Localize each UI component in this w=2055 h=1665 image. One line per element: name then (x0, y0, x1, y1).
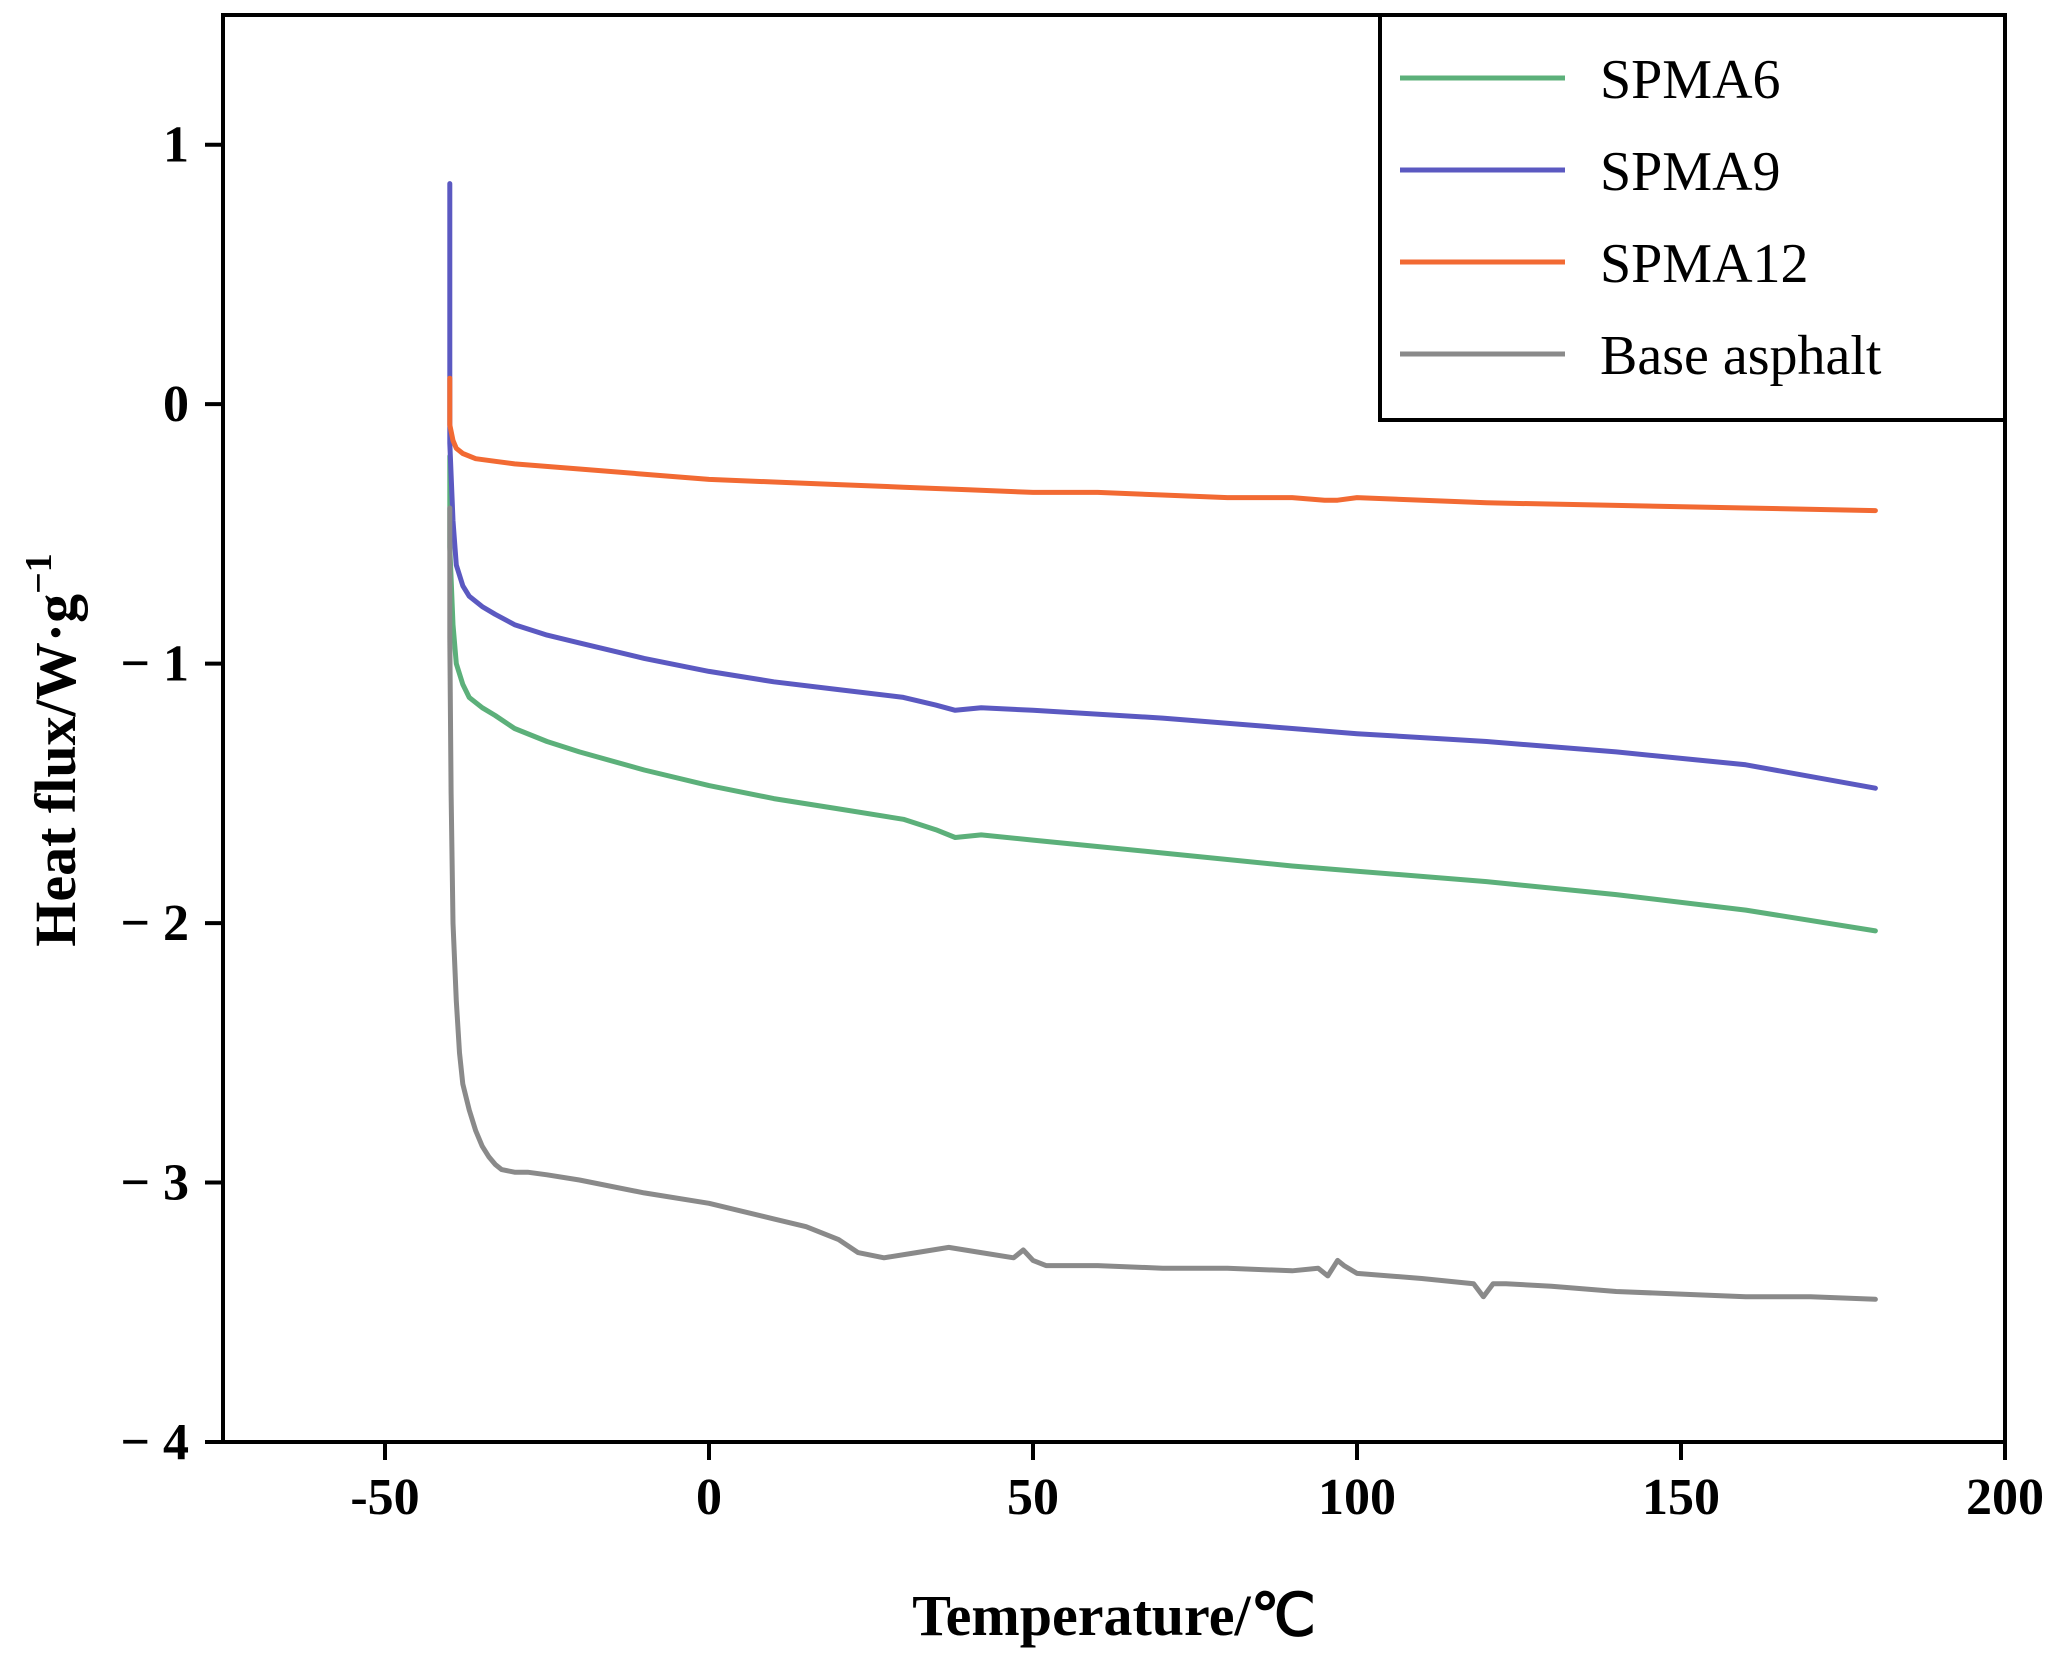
x-tick-label: 50 (1007, 1469, 1059, 1526)
series-layer (447, 181, 1878, 1302)
series-line-spma9 (447, 181, 1878, 791)
plot-frame (221, 13, 2007, 1444)
x-axis-title: Temperature/℃ (912, 1583, 1315, 1648)
legend: SPMA6 SPMA9 SPMA12 Base asphalt (1378, 13, 2007, 422)
y-axis-title: Heat flux/W·g−1 (18, 553, 88, 946)
x-tick-label: 200 (1966, 1469, 2044, 1526)
series-line-spma6 (447, 453, 1878, 934)
x-axis: -50 0 50 100 150 200 (350, 1442, 2044, 1526)
legend-label-spma6: SPMA6 (1600, 49, 1781, 111)
x-tick-label: 100 (1318, 1469, 1396, 1526)
legend-label-spma12: SPMA12 (1600, 233, 1809, 295)
y-tick-label: 1 (163, 117, 189, 174)
y-tick-label: − 3 (120, 1155, 189, 1212)
legend-label-base-asphalt: Base asphalt (1600, 325, 1882, 387)
y-tick-label: 0 (163, 376, 189, 433)
series-line-base-asphalt (447, 505, 1878, 1302)
y-tick-label: − 2 (120, 895, 189, 952)
y-axis: 1 0 − 1 − 2 − 3 − 4 (120, 117, 223, 1471)
y-tick-label: − 4 (120, 1414, 189, 1471)
y-axis-title-main: Heat flux/W·g (23, 594, 88, 947)
y-axis-title-superscript: −1 (18, 553, 60, 594)
y-tick-label: − 1 (120, 636, 189, 693)
x-tick-label: -50 (350, 1469, 419, 1526)
legend-label-spma9: SPMA9 (1600, 141, 1781, 203)
x-tick-label: 0 (696, 1469, 722, 1526)
series-line-spma12 (447, 375, 1878, 514)
x-tick-label: 150 (1642, 1469, 1720, 1526)
